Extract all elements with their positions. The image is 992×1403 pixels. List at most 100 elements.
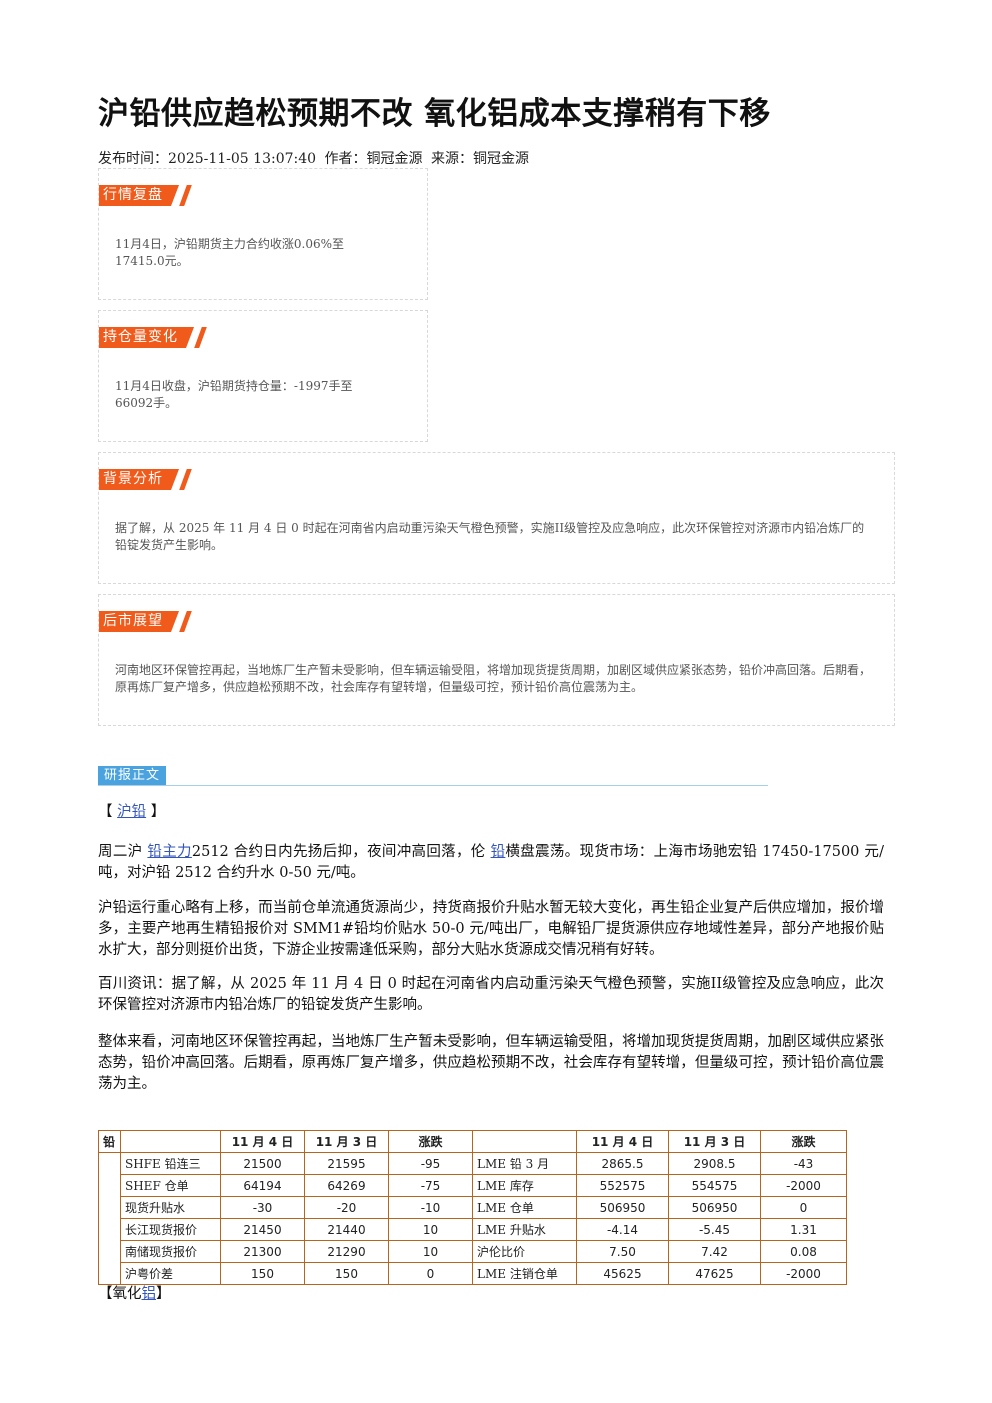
cell: 506950 <box>576 1196 669 1219</box>
article-meta: 发布时间：2025-11-05 13:07:40 作者：铜冠金源 来源：铜冠金源 <box>98 148 533 168</box>
cell: 0 <box>760 1196 847 1219</box>
cell: -20 <box>304 1196 389 1219</box>
lme-lead-link[interactable]: 铅 <box>490 844 506 860</box>
p1-part-b: 2512 合约日内先扬后抑，夜间冲高回落，伦 <box>191 844 486 860</box>
cell: 10 <box>388 1218 473 1241</box>
background-analysis-box: 背景分析 据了解，从 2025 年 11 月 4 日 0 时起在河南省内启动重污… <box>98 452 895 584</box>
table-row: SHEF 仓单 64194 64269 -75 LME 库存 552575 55… <box>99 1174 847 1197</box>
outlook-tag-label: 后市展望 <box>103 613 163 629</box>
header-change-2: 涨跌 <box>760 1130 847 1153</box>
author: 铜冠金源 <box>366 151 423 167</box>
table-row: 长江现货报价 21450 21440 10 LME 升贴水 -4.14 -5.4… <box>99 1218 847 1241</box>
header-date-1: 11 月 4 日 <box>220 1130 305 1153</box>
paragraph-3: 百川资讯：据了解，从 2025 年 11 月 4 日 0 时起在河南省内启动重污… <box>98 976 884 1013</box>
bracket-open-2: 【氧化 <box>98 1286 142 1302</box>
paragraph-1: 周二沪 铅主力2512 合约日内先扬后抑，夜间冲高回落，伦 铅横盘震荡。现货市场… <box>98 842 884 884</box>
position-change-tag-label: 持仓量变化 <box>103 329 178 345</box>
publish-label: 发布时间： <box>98 151 168 167</box>
background-analysis-tag-label: 背景分析 <box>103 471 163 487</box>
outlook-text: 河南地区环保管控再起，当地炼厂生产暂未受影响，但车辆运输受阻，将增加现货提货周期… <box>115 663 872 694</box>
header-date-3: 11 月 4 日 <box>576 1130 669 1153</box>
cell: -95 <box>388 1152 473 1175</box>
row-label: LME 仓单 <box>472 1196 577 1219</box>
table-corner: 铅 <box>98 1130 121 1153</box>
cell: -30 <box>220 1196 305 1219</box>
background-analysis-tag: 背景分析 <box>99 469 192 490</box>
cell: 21595 <box>304 1152 389 1175</box>
cell: 552575 <box>576 1174 669 1197</box>
row-label: 沪伦比价 <box>472 1240 577 1263</box>
cell: 150 <box>304 1262 389 1285</box>
cell: 7.42 <box>668 1240 761 1263</box>
header-blank-2 <box>472 1130 577 1153</box>
bracket-close: 】 <box>150 804 166 820</box>
header-blank <box>120 1130 221 1153</box>
paragraph-4: 整体来看，河南地区环保管控再起，当地炼厂生产暂未受影响，但车辆运输受阻，将增加现… <box>98 1034 884 1092</box>
cell: -43 <box>760 1152 847 1175</box>
cell: 21450 <box>220 1218 305 1241</box>
lead-main-link[interactable]: 铅主力 <box>147 844 192 860</box>
cell: 21290 <box>304 1240 389 1263</box>
row-label: 现货升贴水 <box>120 1196 221 1219</box>
row-label: SHFE 铅连三 <box>120 1152 221 1175</box>
alumina-link[interactable]: 铝 <box>141 1286 157 1302</box>
source: 铜冠金源 <box>472 151 529 167</box>
cell: 7.50 <box>576 1240 669 1263</box>
row-label: LME 升贴水 <box>472 1218 577 1241</box>
header-date-2: 11 月 3 日 <box>304 1130 389 1153</box>
report-divider <box>98 785 768 786</box>
table-row: 沪粤价差 150 150 0 LME 注销仓单 45625 47625 -200… <box>99 1262 847 1285</box>
market-review-tag: 行情复盘 <box>99 185 192 206</box>
cell: -5.45 <box>668 1218 761 1241</box>
market-review-tag-label: 行情复盘 <box>103 187 163 203</box>
background-analysis-text: 据了解，从 2025 年 11 月 4 日 0 时起在河南省内启动重污染天气橙色… <box>115 521 865 552</box>
section-heading-lead: 【 沪铅 】 <box>98 802 884 823</box>
cell: -10 <box>388 1196 473 1219</box>
author-label: 作者： <box>324 151 367 167</box>
row-spacer <box>98 1152 121 1285</box>
bracket-open: 【 <box>98 804 113 820</box>
row-label: LME 铅 3 月 <box>472 1152 577 1175</box>
position-change-text: 11月4日收盘，沪铅期货持仓量：-1997手至66092手。 <box>115 379 353 410</box>
cell: 1.31 <box>760 1218 847 1241</box>
row-label: 沪粤价差 <box>120 1262 221 1285</box>
cell: -4.14 <box>576 1218 669 1241</box>
p1-part-a: 周二沪 <box>98 844 143 860</box>
cell: 21440 <box>304 1218 389 1241</box>
row-label: SHEF 仓单 <box>120 1174 221 1197</box>
cell: 2865.5 <box>576 1152 669 1175</box>
lead-link[interactable]: 沪铅 <box>117 804 147 820</box>
cell: -75 <box>388 1174 473 1197</box>
row-label: 长江现货报价 <box>120 1218 221 1241</box>
market-review-text: 11月4日，沪铅期货主力合约收涨0.06%至17415.0元。 <box>115 237 345 268</box>
cell: 150 <box>220 1262 305 1285</box>
paragraph-2: 沪铅运行重心略有上移，而当前仓单流通货源尚少，持货商报价升贴水暂无较大变化，再生… <box>98 900 884 958</box>
table-header-row: 铅 11 月 4 日 11 月 3 日 涨跌 11 月 4 日 11 月 3 日… <box>98 1130 847 1153</box>
table-row: 南储现货报价 21300 21290 10 沪伦比价 7.50 7.42 0.0… <box>99 1240 847 1263</box>
cell: -2000 <box>760 1262 847 1285</box>
cell: 2908.5 <box>668 1152 761 1175</box>
row-label: LME 注销仓单 <box>472 1262 577 1285</box>
cell: -2000 <box>760 1174 847 1197</box>
cell: 506950 <box>668 1196 761 1219</box>
cell: 45625 <box>576 1262 669 1285</box>
market-review-box: 行情复盘 11月4日，沪铅期货主力合约收涨0.06%至17415.0元。 <box>98 168 428 300</box>
lead-price-table: 铅 11 月 4 日 11 月 3 日 涨跌 11 月 4 日 11 月 3 日… <box>98 1130 847 1285</box>
outlook-box: 后市展望 河南地区环保管控再起，当地炼厂生产暂未受影响，但车辆运输受阻，将增加现… <box>98 594 895 726</box>
cell: 0 <box>388 1262 473 1285</box>
cell: 47625 <box>668 1262 761 1285</box>
header-change: 涨跌 <box>388 1130 473 1153</box>
position-change-tag: 持仓量变化 <box>99 327 207 348</box>
cell: 554575 <box>668 1174 761 1197</box>
report-body-tag: 研报正文 <box>98 766 167 786</box>
header-date-4: 11 月 3 日 <box>668 1130 761 1153</box>
cell: 0.08 <box>760 1240 847 1263</box>
cell: 21300 <box>220 1240 305 1263</box>
p1-part-c: 横盘震荡。现货市场：上海市场驰宏铅 17450-17500 元/吨，对沪铅 25… <box>98 844 885 881</box>
cell: 64269 <box>304 1174 389 1197</box>
table-row: 现货升贴水 -30 -20 -10 LME 仓单 506950 506950 0 <box>99 1196 847 1219</box>
outlook-tag: 后市展望 <box>99 611 192 632</box>
source-label: 来源： <box>430 151 473 167</box>
position-change-box: 持仓量变化 11月4日收盘，沪铅期货持仓量：-1997手至66092手。 <box>98 310 428 442</box>
cell: 64194 <box>220 1174 305 1197</box>
